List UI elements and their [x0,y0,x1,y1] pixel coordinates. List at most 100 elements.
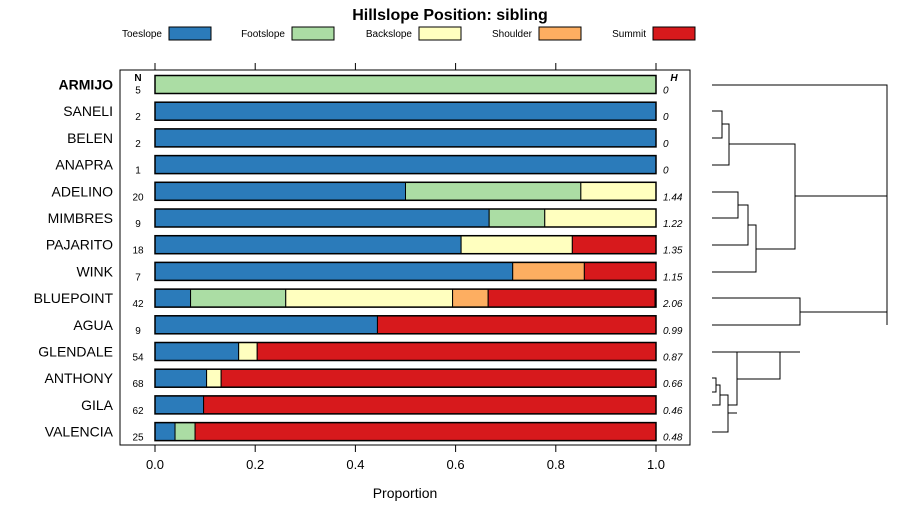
x-tick-label: 0.8 [547,457,565,472]
h-value: 0.87 [663,353,683,364]
bar-segment-backslope [238,342,258,361]
bar-segment-shoulder [512,261,585,281]
row-anapra: ANAPRA 1 0 [55,154,669,177]
bar-outline [154,181,657,202]
row-label: ANAPRA [55,157,113,173]
legend-swatch-footslope [291,26,335,41]
n-value: 9 [135,326,141,337]
row-label: MIMBRES [48,210,113,226]
h-value: 1.15 [663,272,683,283]
bar-segment-summit [487,288,656,308]
bar-segment-backslope [285,288,454,308]
bar-outline [154,128,657,148]
x-tick-label: 0.6 [447,457,465,472]
bar-outline [154,421,657,442]
bar-segment-footslope [488,208,546,228]
n-value: 54 [132,353,144,364]
bar-outline [154,154,657,175]
row-saneli: SANELI 2 0 [63,101,669,123]
row-label: BLUEPOINT [34,290,114,306]
row-label: GILA [81,397,114,413]
bar-segment-shoulder [452,288,489,308]
row-label: ANTHONY [45,370,114,386]
legend-label-footslope: Footslope [241,29,285,40]
bar-outline [154,234,657,255]
bar-segment-toeslope [154,342,240,361]
n-value: 2 [135,112,141,123]
h-value: 1.35 [663,246,683,257]
dendrogram-branch [712,377,717,393]
h-value: 0.99 [663,326,683,337]
x-tick-label: 0.0 [146,457,164,472]
n-value: 68 [132,379,144,390]
row-label: AGUA [73,317,113,333]
n-value: 2 [135,139,141,150]
dendrogram [712,84,888,433]
bar-outline [154,368,657,388]
x-tick-label: 0.4 [346,457,364,472]
bar-segment-summit [583,261,657,281]
bar-outline [154,315,657,335]
row-label: SANELI [63,103,113,119]
bar-segment-backslope [544,208,657,228]
bar-outline [154,395,657,415]
bar-segment-toeslope [154,422,176,442]
legend-swatch-summit [652,26,696,41]
row-label: PAJARITO [46,237,113,253]
bar-outline [154,261,657,282]
row-bluepoint: BLUEPOINT 42 2.06 [34,288,683,310]
legend-label-toeslope: Toeslope [122,29,162,40]
n-value: 7 [135,272,141,283]
bar-segment-toeslope [154,181,406,201]
h-value: 1.22 [663,219,683,230]
bar-segment-toeslope [154,208,490,228]
h-value: 0.46 [663,406,683,417]
bar-segment-footslope [154,75,657,94]
x-tick-label: 0.2 [246,457,264,472]
row-wink: WINK 7 1.15 [76,261,683,283]
bar-outline [154,101,657,121]
bar-outline [154,341,657,362]
bar-segment-toeslope [154,235,462,255]
h-value: 0.48 [663,433,683,444]
dendrogram-branch [712,204,749,246]
x-axis: 0.0 0.2 0.4 0.6 0.8 1.0 [146,63,665,472]
bar-segment-backslope [206,368,222,388]
row-armijo: ARMIJO 5 0 [59,74,669,97]
n-value: 1 [135,166,141,177]
row-label: BELEN [67,130,113,146]
bar-segment-toeslope [154,101,657,121]
row-valencia: VALENCIA 25 0.48 [45,421,683,444]
row-pajarito: PAJARITO 18 1.35 [46,234,683,257]
row-anthony: ANTHONY 68 0.66 [45,368,683,390]
bar-outline [154,288,657,308]
row-label: VALENCIA [45,424,114,440]
n-value: 5 [135,86,141,97]
bar-segment-backslope [460,235,573,255]
h-value: 0 [663,139,669,150]
bar-segment-toeslope [154,155,657,175]
bar-outline [154,208,657,228]
bar-segment-summit [203,395,657,415]
bar-segment-footslope [405,181,582,201]
row-label: WINK [76,263,113,279]
row-label: ARMIJO [59,77,114,93]
chart-title: Hillslope Position: sibling [352,7,548,24]
bar-segment-toeslope [154,368,208,388]
bar-segment-toeslope [154,128,657,148]
row-label: ADELINO [52,183,114,199]
bar-segment-backslope [580,181,657,201]
bar-segment-toeslope [154,395,205,415]
row-mimbres: MIMBRES 9 1.22 [48,208,683,230]
row-glendale: GLENDALE 54 0.87 [38,341,683,364]
legend-label-shoulder: Shoulder [492,29,533,40]
bar-segment-toeslope [154,315,378,335]
legend: Toeslope Footslope Backslope Shoulder Summit [122,26,696,41]
dendrogram-branch [712,123,730,166]
bar-segment-summit [376,315,657,335]
bar-outline [154,74,657,95]
n-value: 18 [132,246,144,257]
dendrogram-branch [712,224,757,273]
h-value: 0 [663,166,669,177]
